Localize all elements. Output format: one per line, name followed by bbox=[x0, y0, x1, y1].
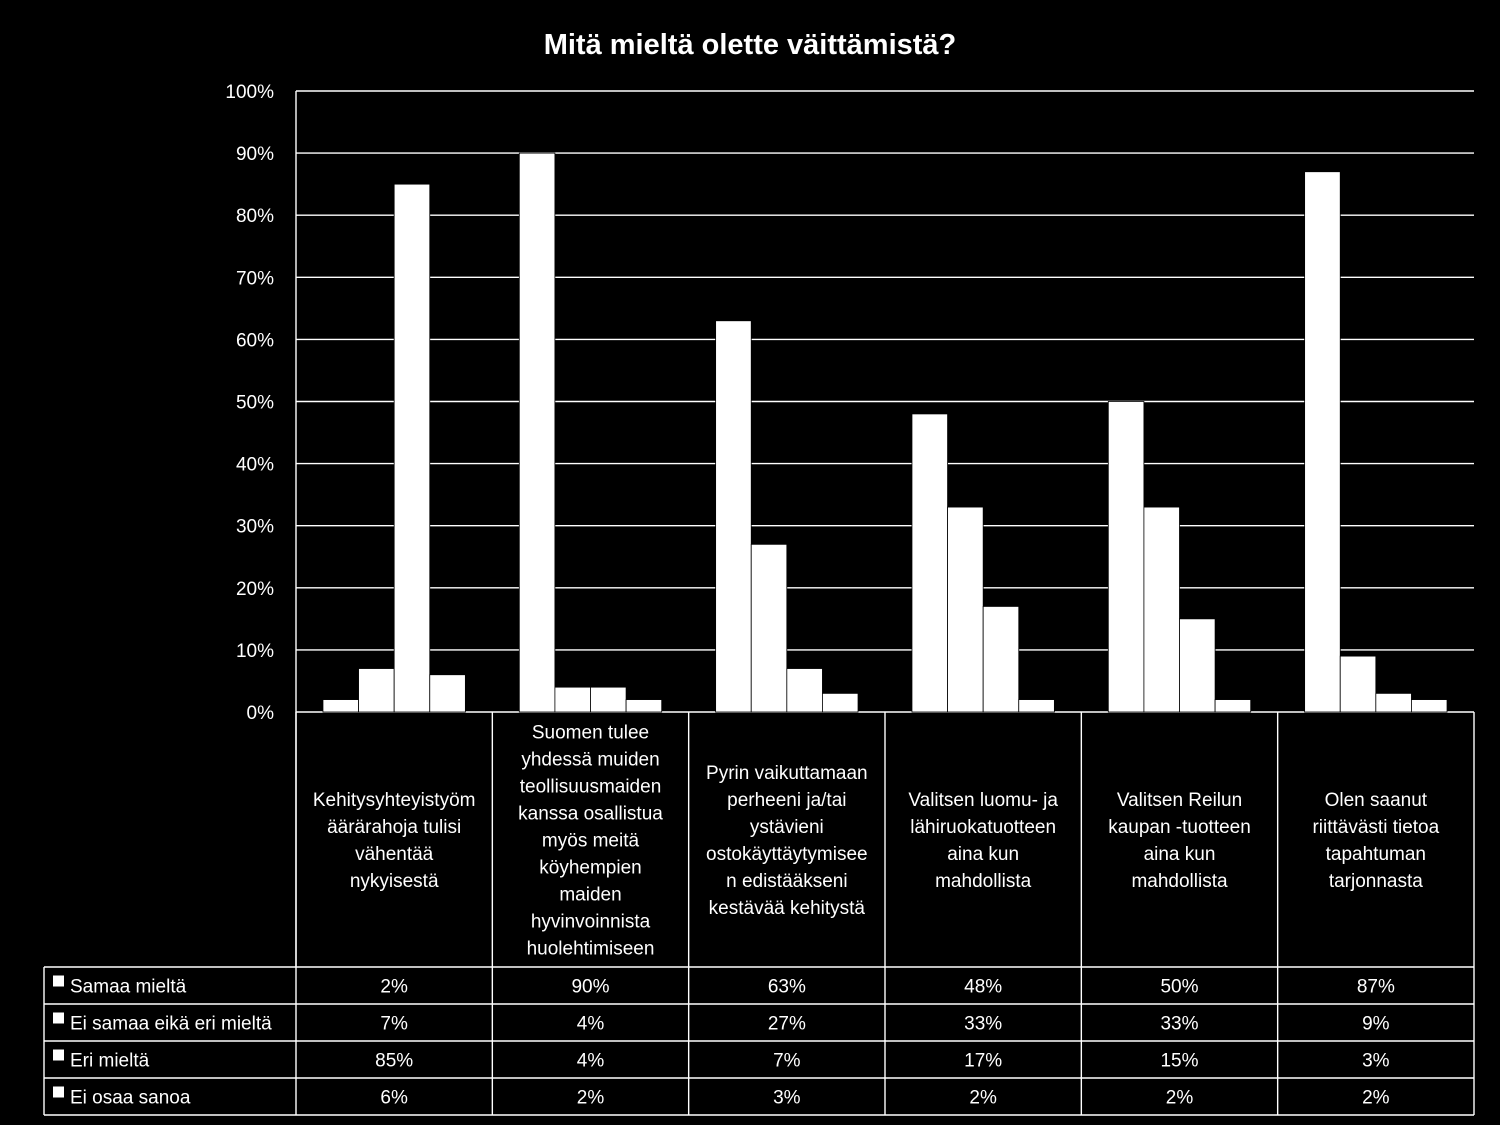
data-label: 15% bbox=[1160, 1051, 1198, 1072]
data-label: 2% bbox=[577, 1088, 605, 1109]
bar bbox=[947, 506, 984, 713]
legend-swatch bbox=[53, 1049, 64, 1061]
bar bbox=[822, 692, 859, 713]
data-label: 3% bbox=[773, 1088, 801, 1109]
legend-label: Eri mieltä bbox=[70, 1051, 150, 1072]
y-tick-label: 20% bbox=[236, 579, 274, 600]
data-label: 17% bbox=[964, 1051, 1002, 1072]
bar bbox=[358, 668, 395, 713]
data-label: 87% bbox=[1357, 977, 1395, 998]
y-tick-label: 100% bbox=[225, 82, 274, 103]
legend-swatch bbox=[53, 975, 64, 987]
data-label: 3% bbox=[1362, 1051, 1390, 1072]
data-label: 6% bbox=[380, 1088, 408, 1109]
data-label: 7% bbox=[380, 1014, 408, 1035]
category-label: Olen saanut riittävästi tietoa tapahtuman t… bbox=[1312, 790, 1439, 892]
data-label: 90% bbox=[571, 977, 609, 998]
y-tick-label: 40% bbox=[236, 455, 274, 476]
legend-swatch bbox=[53, 1086, 64, 1098]
data-label: 2% bbox=[969, 1088, 997, 1109]
data-label: 27% bbox=[768, 1014, 806, 1035]
y-tick-label: 10% bbox=[236, 641, 274, 662]
data-label: 4% bbox=[577, 1051, 605, 1072]
chart-title: Mitä mieltä olette väittämistä? bbox=[544, 29, 957, 61]
bar bbox=[1411, 699, 1448, 713]
bar bbox=[1179, 618, 1216, 713]
bars bbox=[322, 152, 1448, 713]
data-label: 85% bbox=[375, 1051, 413, 1072]
y-tick-label: 50% bbox=[236, 393, 274, 414]
gridlines bbox=[295, 90, 1474, 967]
bar bbox=[590, 686, 627, 713]
bar bbox=[715, 320, 752, 713]
data-label: 33% bbox=[964, 1014, 1002, 1035]
bar bbox=[518, 152, 556, 713]
data-label: 2% bbox=[1362, 1088, 1390, 1109]
bar bbox=[1018, 699, 1055, 713]
data-label: 4% bbox=[577, 1014, 605, 1035]
y-tick-label: 80% bbox=[236, 206, 274, 227]
data-label: 2% bbox=[1166, 1088, 1194, 1109]
data-label: 2% bbox=[380, 977, 408, 998]
data-table: Kehitysyhteyistyöm äärärahoja tulisi vähen… bbox=[43, 712, 1475, 1116]
bar bbox=[1339, 655, 1377, 713]
legend-swatch bbox=[53, 1012, 64, 1024]
y-tick-label: 30% bbox=[236, 517, 274, 538]
category-label: Kehitysyhteyistyöm äärärahoja tulisi vähen… bbox=[313, 790, 476, 892]
y-tick-label: 90% bbox=[236, 144, 274, 165]
bar bbox=[625, 699, 663, 713]
category-label: Valitsen Reilun kaupan -tuotteen aina kun m… bbox=[1108, 790, 1251, 892]
category-label: Pyrin vaikuttamaan perheeni ja/tai ystävie… bbox=[706, 763, 868, 919]
bar bbox=[911, 413, 948, 713]
data-label: 63% bbox=[768, 977, 806, 998]
y-axis-ticks: 0% 10% 20% 30% 40% 50% 60% 70% 80% 90% 100% bbox=[225, 82, 274, 724]
bar bbox=[1107, 401, 1145, 713]
data-label: 33% bbox=[1160, 1014, 1198, 1035]
data-label: 9% bbox=[1362, 1014, 1390, 1035]
bar bbox=[322, 699, 359, 713]
legend-label: Ei osaa sanoa bbox=[70, 1088, 191, 1109]
legend-label: Samaa mieltä bbox=[70, 977, 187, 998]
bar bbox=[1214, 699, 1252, 713]
category-label: Suomen tulee yhdessä muiden teollisuusmaid… bbox=[518, 723, 663, 960]
y-tick-label: 70% bbox=[236, 268, 274, 289]
bar bbox=[786, 668, 823, 713]
data-label: 7% bbox=[773, 1051, 801, 1072]
bar bbox=[1304, 171, 1341, 713]
data-label: 48% bbox=[964, 977, 1002, 998]
y-tick-label: 0% bbox=[247, 703, 275, 724]
bar bbox=[750, 543, 788, 713]
bar bbox=[554, 686, 591, 713]
data-label: 50% bbox=[1160, 977, 1198, 998]
category-label: Valitsen luomu- ja lähiruokatuotteen aina … bbox=[908, 790, 1058, 892]
legend-label: Ei samaa eikä eri mieltä bbox=[70, 1014, 272, 1035]
bar bbox=[1375, 692, 1412, 713]
y-tick-label: 60% bbox=[236, 330, 274, 351]
bar bbox=[393, 183, 431, 713]
bar bbox=[429, 674, 466, 713]
bar bbox=[982, 606, 1020, 713]
bar bbox=[1143, 506, 1180, 713]
